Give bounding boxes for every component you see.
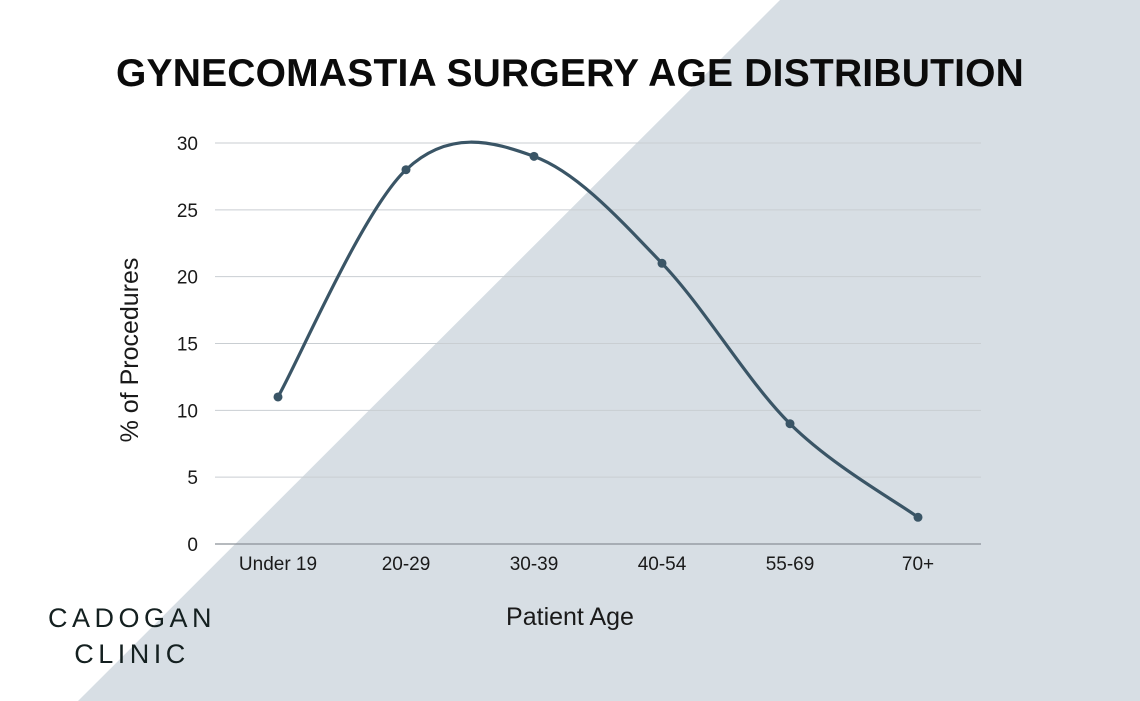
y-tick-label: 0 (187, 535, 198, 556)
cadogan-clinic-logo: CADOGAN CLINIC (48, 600, 216, 672)
chart-title: GYNECOMASTIA SURGERY AGE DISTRIBUTION (115, 52, 1025, 95)
y-tick-label: 30 (177, 134, 198, 155)
gridlines (215, 142, 981, 545)
x-tick-label: Under 19 (239, 554, 317, 575)
x-tick-label: 30-39 (510, 554, 559, 575)
x-axis-ticks: Under 19 20-29 30-39 40-54 55-69 70+ (239, 554, 934, 575)
y-tick-label: 25 (177, 201, 198, 222)
data-points (273, 151, 923, 522)
x-tick-label: 70+ (902, 554, 934, 575)
data-point (913, 512, 923, 522)
x-tick-label: 55-69 (766, 554, 815, 575)
y-tick-label: 20 (177, 268, 198, 289)
logo-line-1: CADOGAN (48, 603, 217, 633)
series-line (276, 140, 920, 519)
x-axis-label: Patient Age (506, 603, 634, 631)
y-tick-label: 15 (177, 335, 198, 356)
data-point (273, 392, 283, 402)
x-tick-label: 20-29 (382, 554, 431, 575)
logo-line-2: CLINIC (74, 639, 190, 669)
data-point (657, 258, 667, 268)
y-tick-label: 5 (187, 468, 198, 489)
y-tick-label: 10 (177, 401, 198, 422)
y-axis-label: % of Procedures (116, 258, 144, 443)
data-point (529, 151, 539, 161)
data-point (785, 419, 795, 429)
y-axis-ticks: 0 5 10 15 20 25 30 (177, 134, 198, 556)
x-tick-label: 40-54 (638, 554, 687, 575)
data-point (401, 165, 411, 175)
